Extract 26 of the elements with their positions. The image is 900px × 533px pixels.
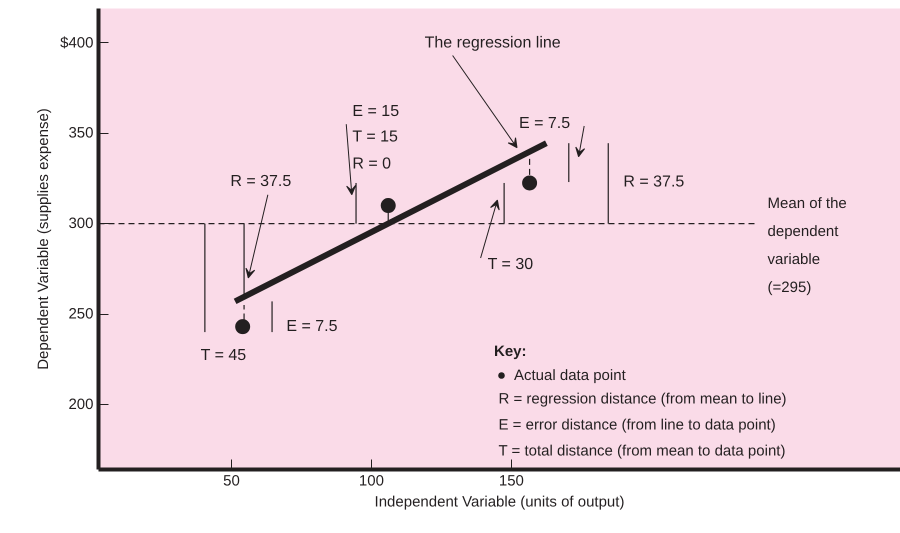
annotation: T = 15 <box>352 128 398 146</box>
y-tick-label: 350 <box>68 124 94 142</box>
x-axis-title: Independent Variable (units of output) <box>374 494 624 510</box>
annotation: T = 30 <box>488 256 534 273</box>
y-tick-label: $400 <box>60 34 94 52</box>
x-tick-label: 150 <box>498 472 524 490</box>
annotation: E = error distance (from line to data point) <box>498 416 776 434</box>
annotation: The regression line <box>424 34 561 52</box>
annotation: E = 15 <box>352 103 400 120</box>
annotation: T = 45 <box>200 347 246 364</box>
legend-label: Actual data point <box>514 366 626 384</box>
annotation: Mean of the dependent variable (=295) <box>768 195 847 296</box>
annotation: T = total distance (from mean to data point) <box>498 442 786 460</box>
y-axis-title: Dependent Variable (supplies expense) <box>35 108 52 370</box>
annotation: R = 0 <box>352 155 392 172</box>
annotation: E = 7.5 <box>286 318 338 336</box>
annotation: R = 37.5 <box>623 174 684 191</box>
annotation: E = 7.5 <box>518 114 570 132</box>
y-tick-label: 250 <box>68 306 94 323</box>
legend-title: Key: <box>494 343 528 360</box>
x-tick-label: 50 <box>223 472 240 490</box>
annotation: R = 37.5 <box>230 172 292 190</box>
annotation: R = regression distance (from mean to line) <box>498 390 787 408</box>
x-tick-label: 100 <box>358 472 384 490</box>
y-tick-label: 200 <box>68 396 94 413</box>
y-tick-label: 300 <box>68 215 94 232</box>
